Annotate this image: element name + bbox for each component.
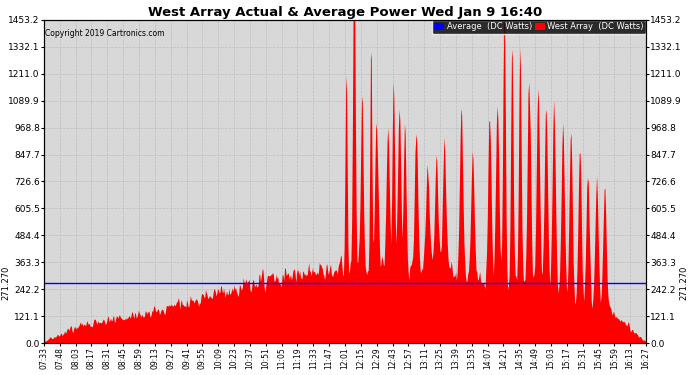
Legend: Average  (DC Watts), West Array  (DC Watts): Average (DC Watts), West Array (DC Watts… — [432, 20, 646, 34]
Text: Copyright 2019 Cartronics.com: Copyright 2019 Cartronics.com — [45, 29, 165, 38]
Title: West Array Actual & Average Power Wed Jan 9 16:40: West Array Actual & Average Power Wed Ja… — [148, 6, 542, 18]
Text: 271.270: 271.270 — [2, 266, 11, 300]
Text: 271.270: 271.270 — [679, 266, 688, 300]
